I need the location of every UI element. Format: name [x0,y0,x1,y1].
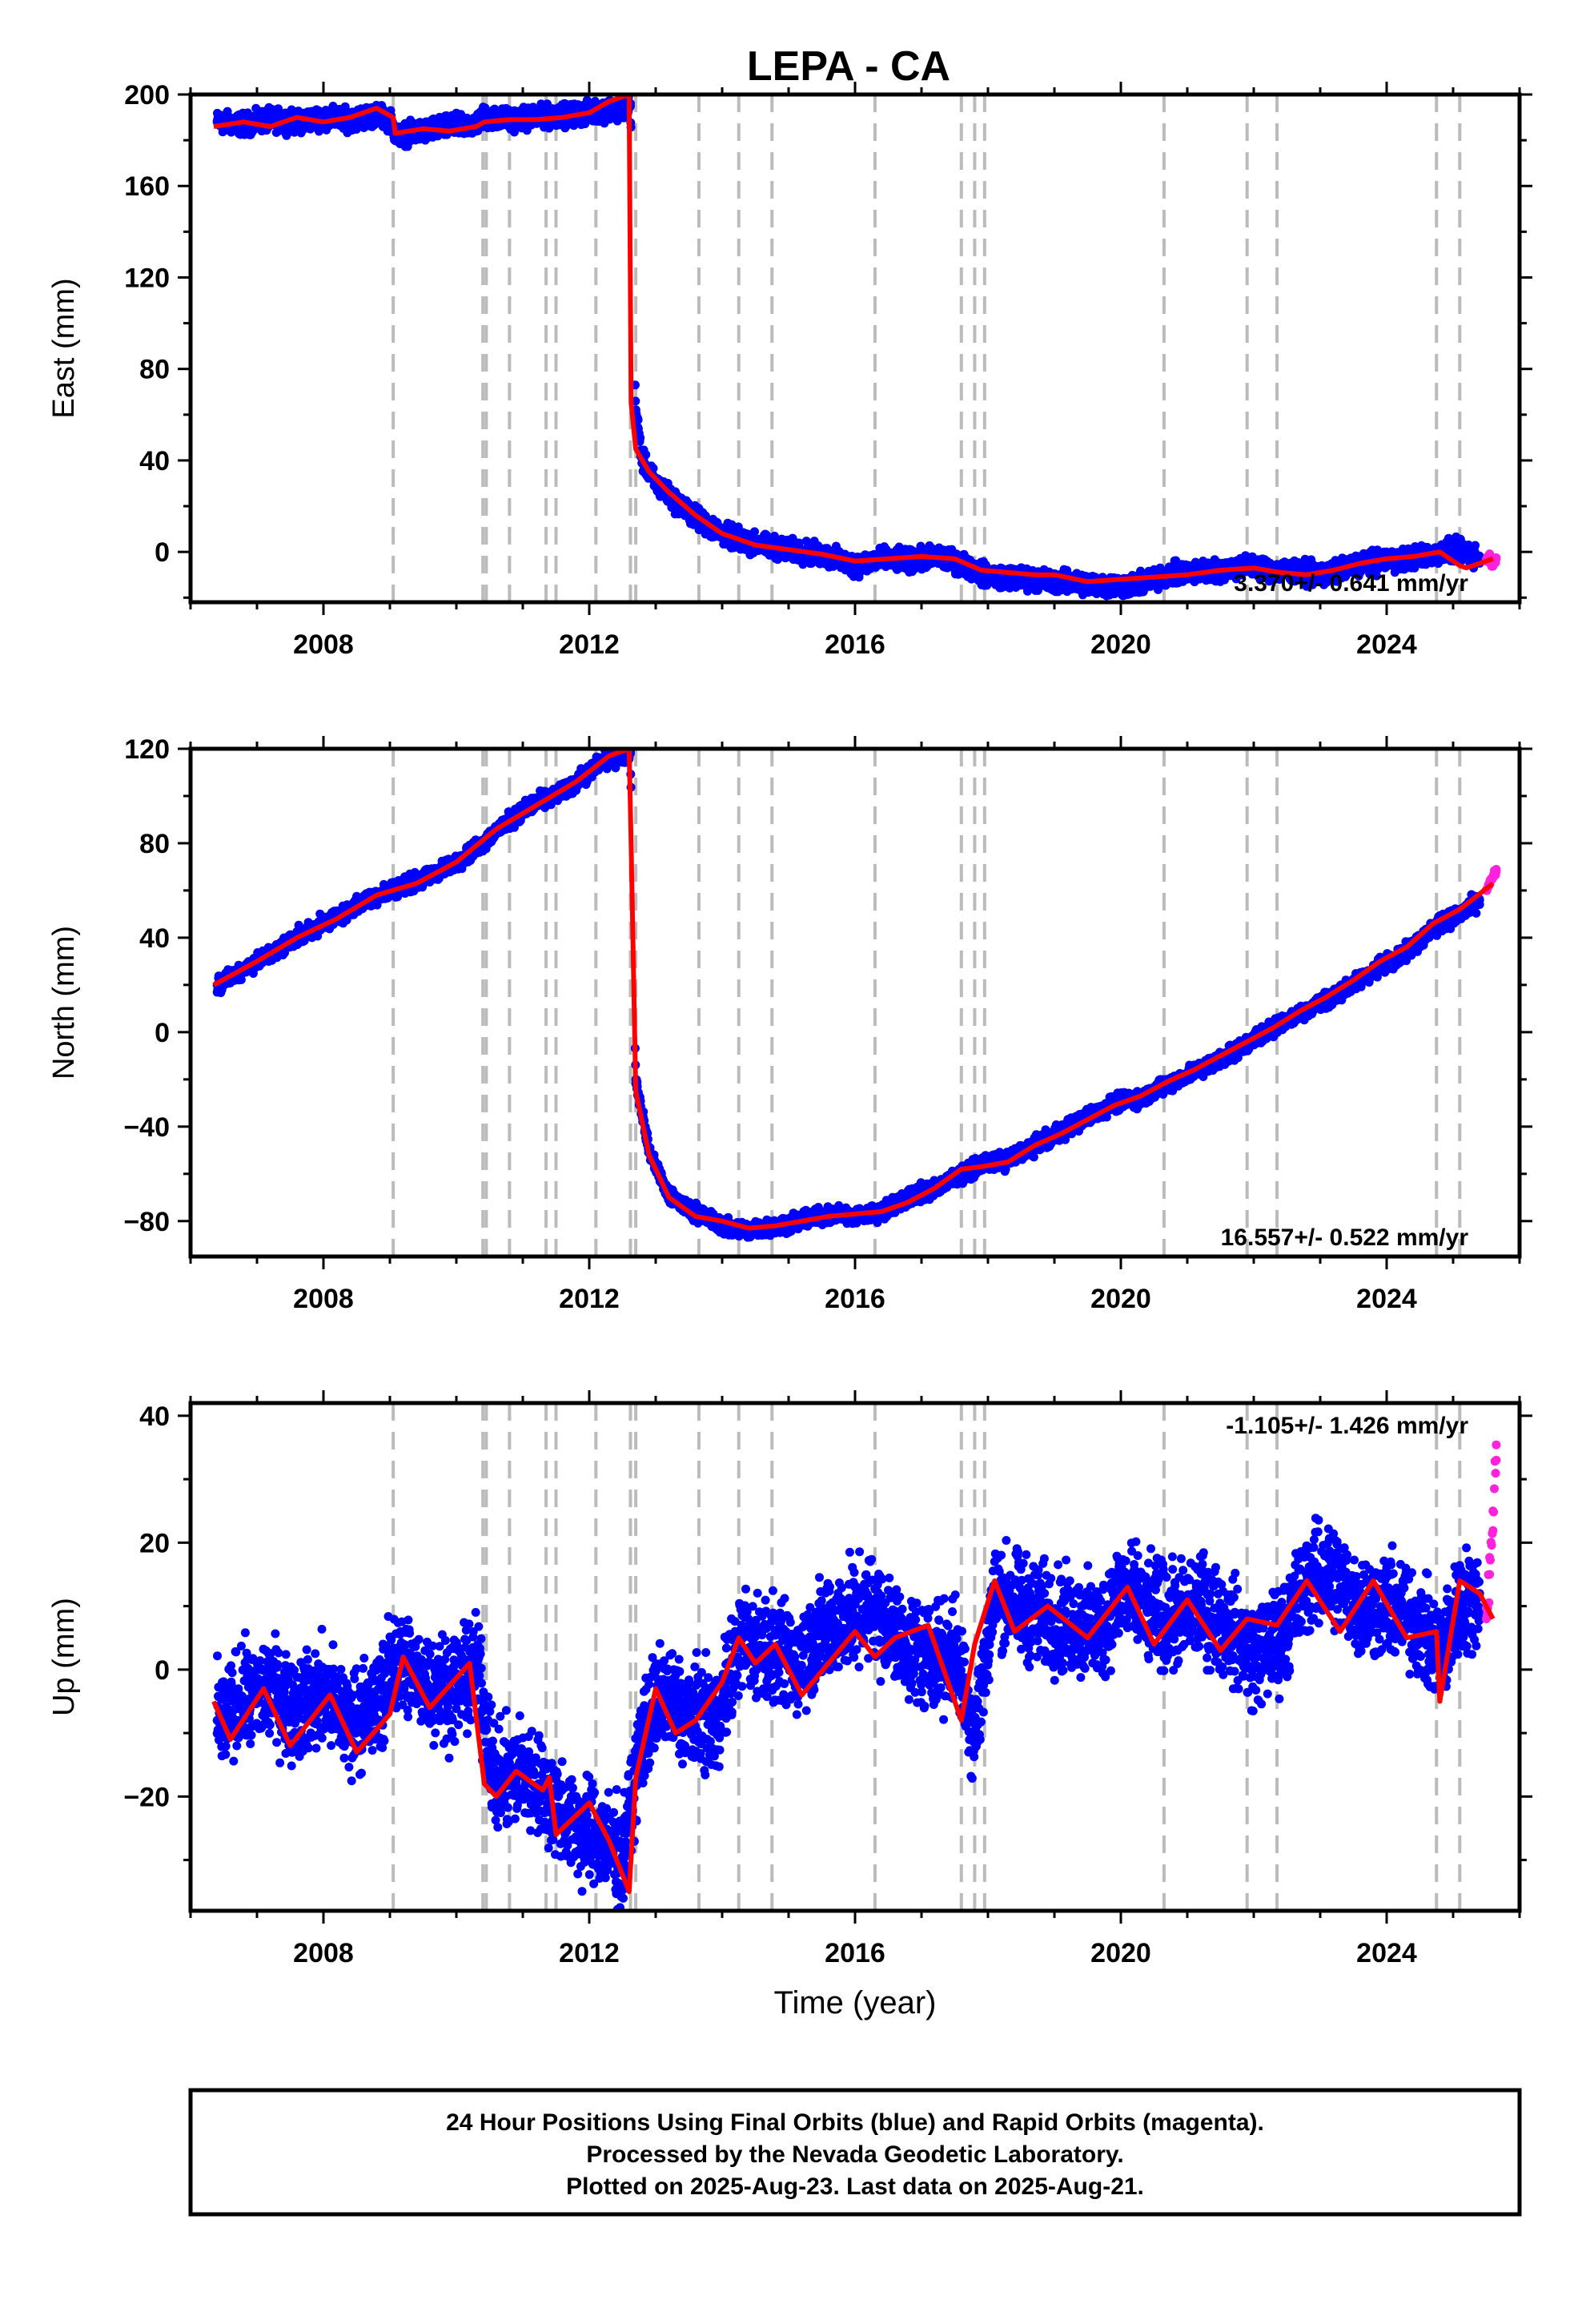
data-point [850,561,860,570]
plot-frame [188,92,1522,605]
y-tick-label: 160 [124,171,170,202]
x-tick-label: 2016 [825,629,885,660]
velocity-label: 3.370+/- 0.641 mm/yr [1234,570,1468,597]
data-point [1492,554,1501,564]
final-orbit-points [212,749,1484,1242]
data-point [371,111,381,120]
data-point [1110,581,1119,591]
y-tick-label: 80 [139,355,170,385]
chart-title: LEPA - CA [747,43,950,90]
north-panel: 2008 2012 2016 2020 2024−80−4004080120North … [47,734,1532,1314]
plot-area [212,94,1501,601]
model-line [213,94,1494,585]
tick-marks [178,82,1532,615]
x-tick-label: 2020 [1090,629,1151,660]
data-point [794,538,804,548]
plot-area [212,749,1501,1242]
event-lines [391,94,1462,602]
y-tick-label: 120 [124,263,170,293]
data-point [1056,577,1066,586]
data-point [633,415,643,424]
data-point [1471,541,1480,550]
data-point [636,433,645,443]
y-axis-label: East (mm) [47,278,81,418]
x-tick-label: 2012 [559,629,620,660]
data-point [750,527,759,537]
final-orbit-points [212,94,1484,601]
x-tick-label: 2024 [1356,629,1417,660]
data-point [1371,571,1381,581]
x-tick-label: 2008 [293,629,354,660]
y-tick-label: 40 [139,446,170,476]
y-tick-label: 200 [124,80,170,111]
data-point [1488,561,1498,570]
data-point [266,115,275,124]
east-panel: 2008 2012 2016 2020 2024 0 40 80 120 160 200 East (… [47,80,1532,660]
y-tick-label: 0 [155,537,170,568]
data-point [1455,545,1464,554]
data-point [1136,579,1146,589]
